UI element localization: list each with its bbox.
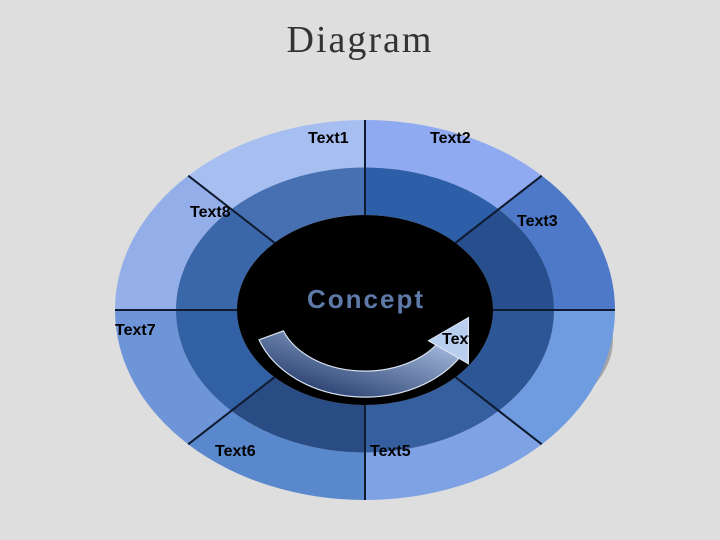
segment-label-6: Text6 <box>215 443 256 461</box>
concept-label: Concept <box>307 284 425 315</box>
segment-label-8: Text8 <box>190 204 231 222</box>
segment-label-4: Text4 <box>442 331 483 349</box>
slide: Diagram Text1 Text2 Text3 Text4 Text5 Te… <box>0 0 720 540</box>
segment-label-3: Text3 <box>517 213 558 231</box>
segment-label-7: Text7 <box>115 322 156 340</box>
cycle-diagram-svg <box>0 0 720 540</box>
cycle-diagram: Text1 Text2 Text3 Text4 Text5 Text6 Text… <box>0 0 720 540</box>
segment-label-1: Text1 <box>308 130 349 148</box>
segment-label-5: Text5 <box>370 443 411 461</box>
segment-label-2: Text2 <box>430 130 471 148</box>
